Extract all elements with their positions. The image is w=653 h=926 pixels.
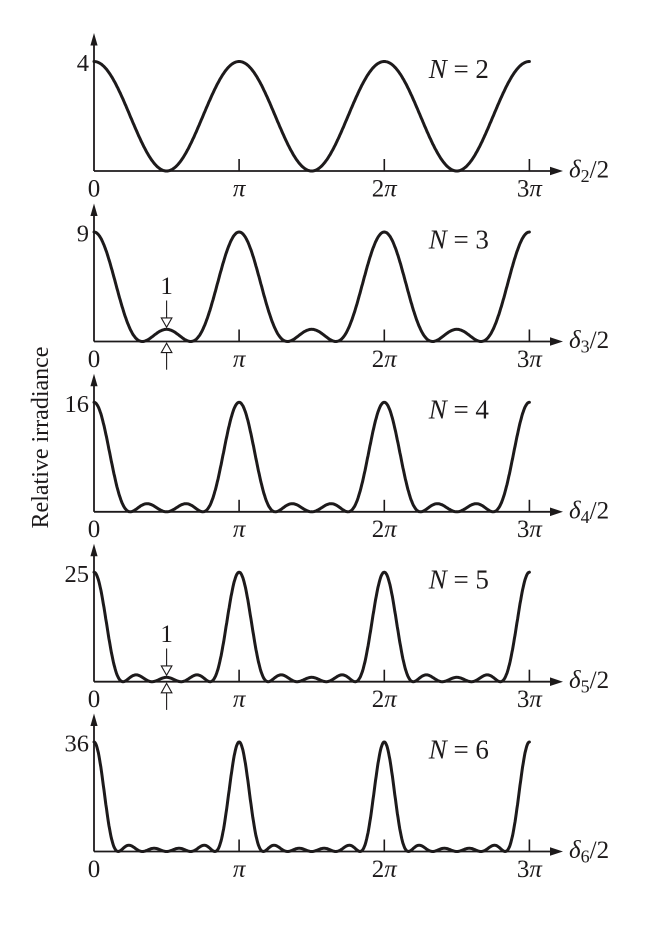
- svg-text:0: 0: [88, 175, 101, 202]
- svg-text:3π: 3π: [517, 686, 544, 713]
- svg-text:π: π: [233, 516, 247, 543]
- svg-text:9: 9: [77, 221, 89, 248]
- svg-text:N = 3: N = 3: [428, 224, 489, 254]
- svg-text:π: π: [233, 175, 247, 202]
- svg-text:0: 0: [88, 346, 101, 373]
- svg-text:π: π: [233, 346, 247, 373]
- svg-text:N = 2: N = 2: [428, 54, 489, 84]
- svg-text:2π: 2π: [372, 686, 399, 713]
- svg-text:δ4/2: δ4/2: [569, 497, 609, 527]
- svg-text:16: 16: [65, 391, 90, 418]
- svg-text:δ2/2: δ2/2: [569, 157, 609, 187]
- svg-text:3π: 3π: [517, 175, 544, 202]
- svg-text:2π: 2π: [372, 516, 399, 543]
- svg-text:2π: 2π: [372, 346, 399, 373]
- svg-text:Relative irradiance: Relative irradiance: [28, 347, 54, 529]
- svg-text:0: 0: [88, 856, 101, 883]
- svg-text:3π: 3π: [517, 516, 544, 543]
- svg-text:3π: 3π: [517, 346, 544, 373]
- svg-text:0: 0: [88, 686, 101, 713]
- svg-text:4: 4: [77, 50, 89, 77]
- svg-text:1: 1: [160, 621, 173, 648]
- svg-text:3π: 3π: [517, 856, 544, 883]
- svg-text:δ3/2: δ3/2: [569, 327, 609, 357]
- svg-text:N = 6: N = 6: [428, 734, 489, 764]
- svg-text:1: 1: [160, 273, 173, 300]
- svg-text:25: 25: [65, 561, 90, 588]
- svg-text:N = 4: N = 4: [428, 395, 490, 425]
- svg-text:36: 36: [65, 731, 90, 758]
- svg-text:2π: 2π: [372, 856, 399, 883]
- svg-text:δ6/2: δ6/2: [569, 837, 609, 867]
- svg-text:π: π: [233, 856, 247, 883]
- svg-text:π: π: [233, 686, 247, 713]
- svg-text:0: 0: [88, 516, 101, 543]
- svg-text:N = 5: N = 5: [428, 565, 489, 595]
- svg-text:δ5/2: δ5/2: [569, 667, 609, 697]
- svg-text:2π: 2π: [372, 175, 399, 202]
